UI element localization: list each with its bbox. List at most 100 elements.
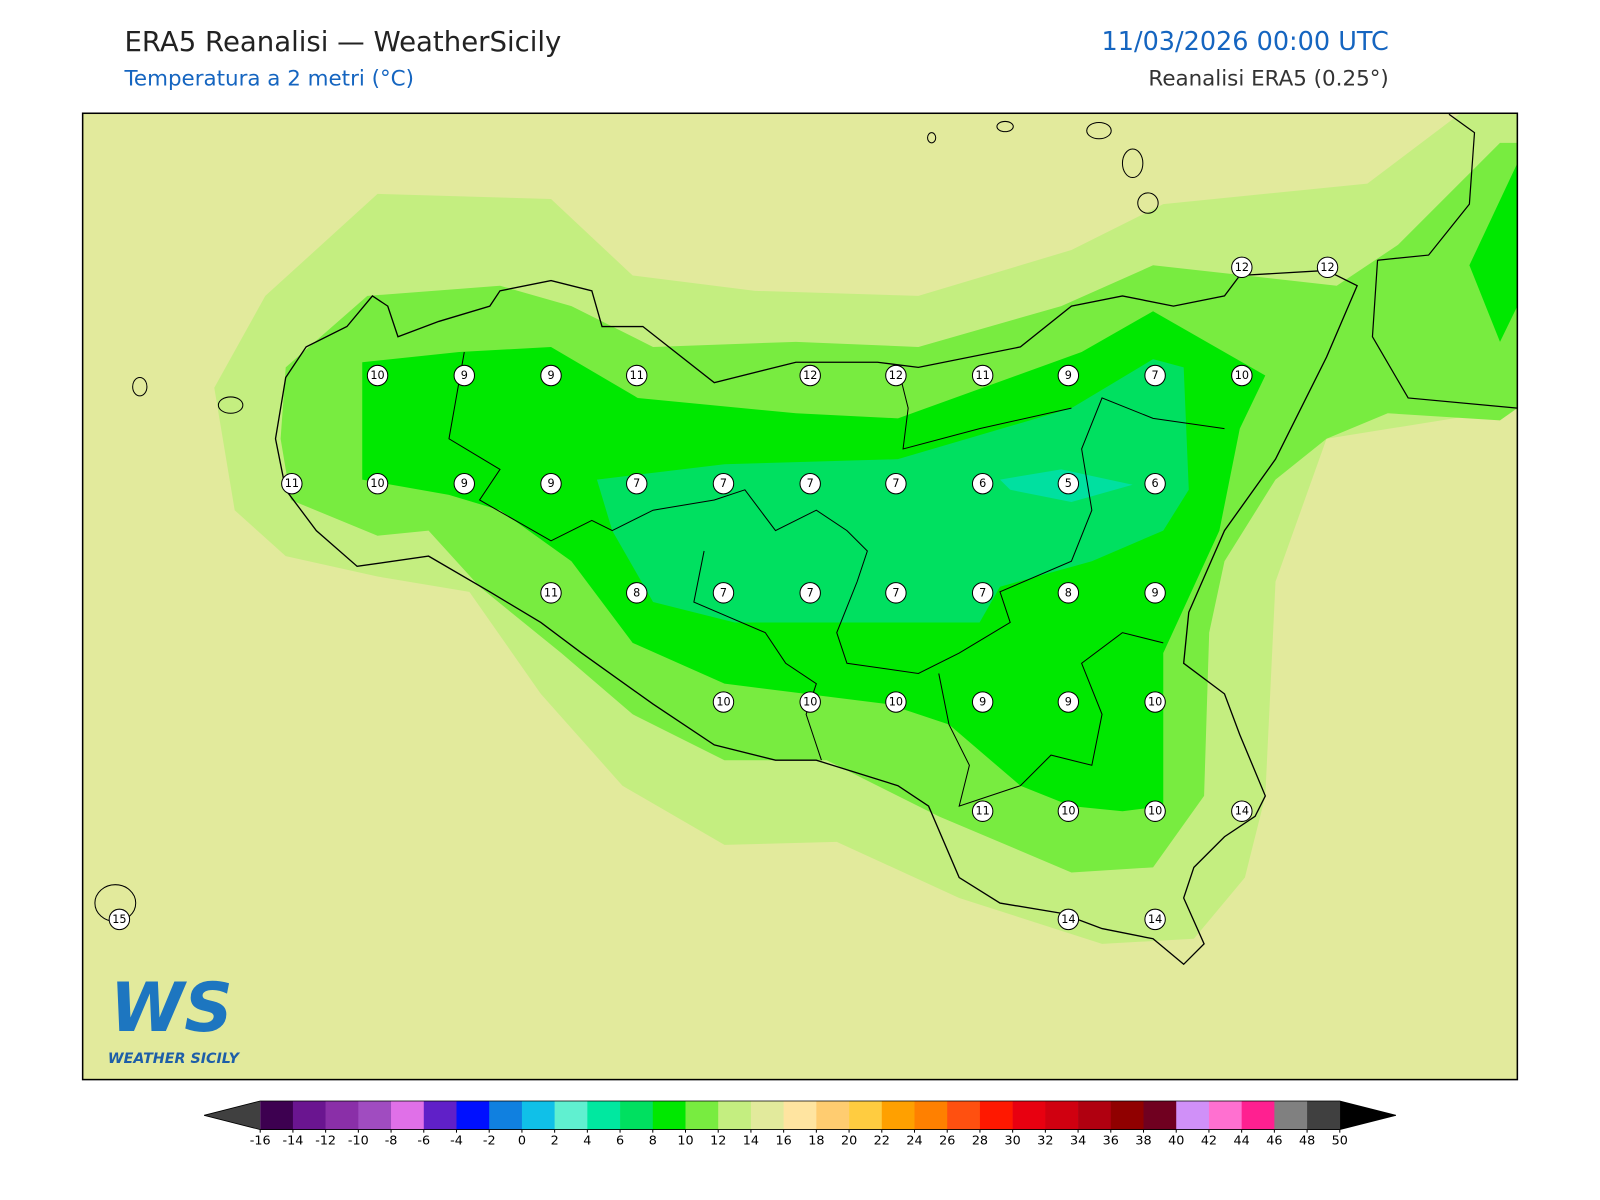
station-value: 9 [979,696,986,709]
colorbar-tick-label: -4 [450,1133,463,1148]
station-value: 9 [461,477,468,490]
colorbar-outline [203,1100,1397,1131]
map-frame [81,112,1519,1081]
colorbar-under [204,1101,261,1130]
island [927,132,937,144]
station-value: 10 [1061,805,1075,818]
station-marker [885,582,907,604]
colorbar-segment [456,1101,490,1130]
subtitle: Temperatura a 2 metri (°C) [123,67,413,92]
station-marker [540,582,562,604]
station-value: 11 [976,805,990,818]
station-value: 7 [807,586,814,599]
coastline [1371,260,1518,409]
station-marker [1231,364,1253,387]
station-marker [453,472,475,495]
station-marker [885,364,907,387]
colorbar-segment [423,1101,457,1130]
station-value: 12 [889,369,903,382]
colorbar-segment [521,1101,555,1130]
colorbar-segment [620,1101,654,1130]
station-marker [1144,582,1166,604]
station-value: 9 [547,369,554,382]
coastline [1377,113,1476,261]
station-value: 7 [720,586,727,599]
title: ERA5 Reanalisi — WeatherSicily [124,26,561,58]
station-marker [1057,800,1080,822]
colorbar-tick-label: 20 [841,1133,857,1148]
station-value: 8 [633,586,640,599]
station-value: 10 [1148,805,1162,818]
colorbar-segment [1241,1101,1275,1130]
station-marker [885,691,907,713]
station-marker [1057,364,1080,387]
station-marker [971,691,994,713]
station-value: 6 [979,477,986,490]
colorbar-tick-label: 38 [1135,1133,1151,1148]
colorbar-tick-label: 0 [518,1133,526,1148]
station-marker [885,472,907,495]
colorbar-segment [881,1101,915,1130]
station-marker [1144,800,1166,822]
station-marker [799,582,821,604]
station-value: 11 [630,369,644,382]
colorbar-segment [260,1101,294,1130]
colorbar-segment [718,1101,752,1130]
station-value: 10 [889,696,903,709]
colorbar-tick-label: 22 [874,1133,890,1148]
station-marker [799,691,821,713]
station-marker [1231,800,1253,822]
station-value: 10 [1235,369,1249,382]
station-marker [453,364,475,387]
colorbar-segment [1307,1101,1341,1130]
station-marker [712,582,735,604]
colorbar-tick-label: -12 [315,1133,336,1148]
station-marker [1057,582,1080,604]
map: 12 12 10 9 9 11 12 12 11 9 7 10 11 10 9 9 7 7 7 7 6 5 6 11 8 7 7 7 7… [82,113,1518,1080]
island [1137,192,1159,214]
station-marker [1144,472,1166,495]
station-marker [971,472,994,495]
colorbar-segment [391,1101,425,1130]
station-value: 9 [461,369,468,382]
station-marker [1316,256,1339,279]
colorbar-tick-label: 16 [776,1133,792,1148]
station-marker [971,582,994,604]
colorbar-segment [849,1101,883,1130]
station-marker [799,472,821,495]
colorbar-segment [947,1101,981,1130]
station-marker [366,364,389,387]
station-marker [626,364,648,387]
station-value: 11 [544,586,558,599]
station-marker [1144,908,1166,931]
station-marker [366,472,389,495]
colorbar-tick-label: 42 [1201,1133,1217,1148]
colorbar-segment [587,1101,621,1130]
station-marker [540,364,562,387]
station-value: 7 [979,586,986,599]
station-value: 10 [370,477,384,490]
station-marker [281,472,303,495]
colorbar-tick-label: -14 [283,1133,304,1148]
province-border [897,367,1072,450]
colorbar-segment [1078,1101,1112,1130]
colorbar-tick-label: 44 [1234,1133,1250,1148]
colorbar-segment [1208,1101,1242,1130]
station-marker [626,472,648,495]
colorbar-tick-label: 10 [677,1133,693,1148]
station-value: 14 [1061,913,1075,926]
station-value: 7 [892,586,899,599]
colorbar-tick-label: 18 [808,1133,824,1148]
station-marker [799,364,821,387]
station-value: 11 [285,477,299,490]
source: Reanalisi ERA5 (0.25°) [1148,67,1388,92]
station-marker [971,800,994,822]
colorbar-tick-label: 48 [1299,1133,1315,1148]
station-value: 9 [1152,586,1159,599]
colorbar-segment [750,1101,784,1130]
colorbar-segment [489,1101,523,1130]
colorbar-tick-label: 8 [649,1133,657,1148]
colorbar-segment [1274,1101,1308,1130]
province-border [693,550,822,761]
